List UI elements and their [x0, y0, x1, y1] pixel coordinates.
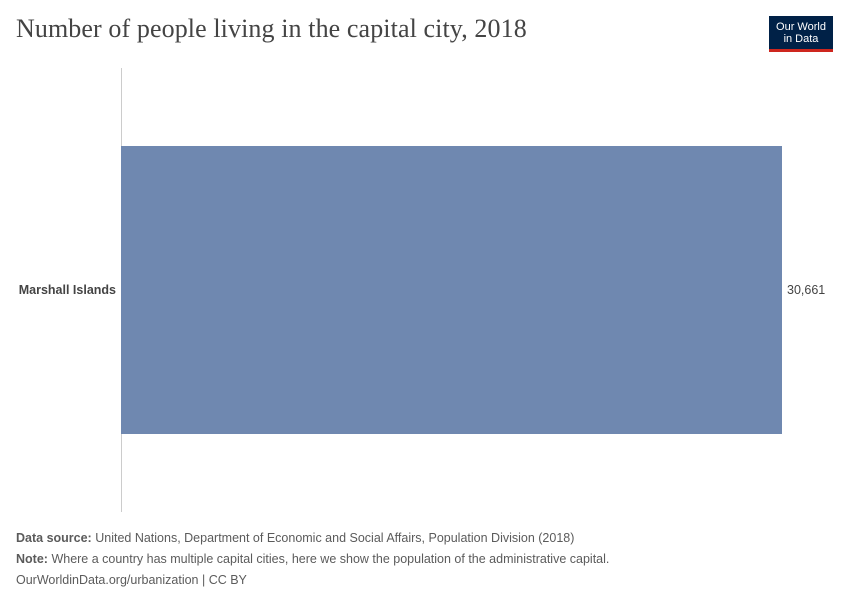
note-label: Note:: [16, 552, 48, 566]
chart-footer: Data source: United Nations, Department …: [16, 528, 836, 591]
logo-line-2: in Data: [783, 32, 819, 45]
source-label: Data source:: [16, 531, 92, 545]
value-label: 30,661: [787, 283, 825, 297]
logo-line-1: Our World: [776, 20, 826, 33]
note-line: Note: Where a country has multiple capit…: [16, 549, 836, 570]
bar: [121, 146, 782, 434]
chart-title: Number of people living in the capital c…: [16, 14, 527, 43]
credit-text[interactable]: OurWorldinData.org/urbanization | CC BY: [16, 573, 247, 587]
note-text: Where a country has multiple capital cit…: [51, 552, 610, 566]
source-text: United Nations, Department of Economic a…: [95, 531, 575, 545]
category-label: Marshall Islands: [19, 283, 116, 297]
source-line: Data source: United Nations, Department …: [16, 528, 836, 549]
credit-line: OurWorldinData.org/urbanization | CC BY: [16, 570, 836, 591]
owid-logo[interactable]: Our World in Data: [769, 16, 833, 52]
